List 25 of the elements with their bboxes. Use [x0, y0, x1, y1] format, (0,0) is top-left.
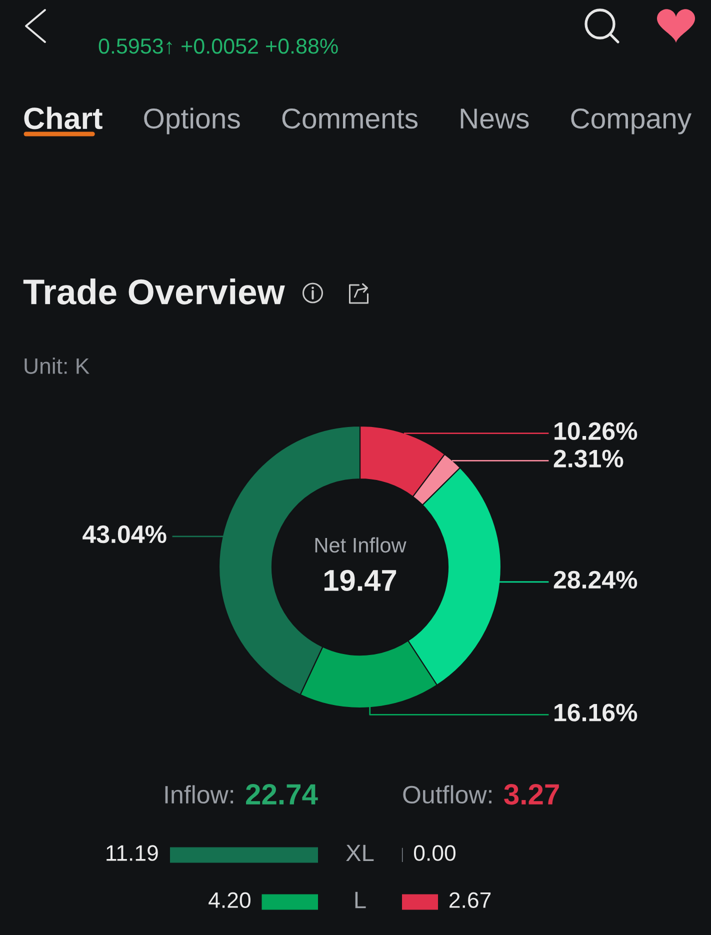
text: Comments [282, 108, 418, 129]
text: News [460, 108, 529, 129]
series-label: Outflow: [403, 785, 492, 804]
chart-subtitle: Unit: K [24, 358, 90, 374]
data-label: 2.31% [554, 450, 624, 468]
data-label: 4.20 [208, 892, 250, 908]
data-label: 28.24% [554, 570, 638, 589]
series-label: Inflow: [165, 785, 234, 804]
data-label: 11.19 [106, 845, 158, 861]
text: 0.5953↑ +0.0052 +0.88% [98, 38, 338, 54]
data-label: 0.00 [414, 845, 456, 861]
text: Company [571, 108, 692, 134]
data-label: 43.04% [82, 525, 166, 544]
text: 3.27 [504, 784, 559, 805]
y-tick-label: L [355, 892, 366, 908]
text: 22.74 [246, 784, 318, 804]
chart-title: Trade Overview [23, 278, 285, 305]
text: Chart [24, 106, 102, 130]
data-label: 10.26% [554, 422, 638, 440]
y-tick-label: XL [346, 844, 374, 862]
text: Net Inflow [315, 537, 406, 553]
text: 19.47 [324, 570, 396, 592]
data-label: 16.16% [554, 704, 638, 722]
data-label: 2.67 [450, 892, 491, 908]
text: Options [144, 108, 240, 134]
